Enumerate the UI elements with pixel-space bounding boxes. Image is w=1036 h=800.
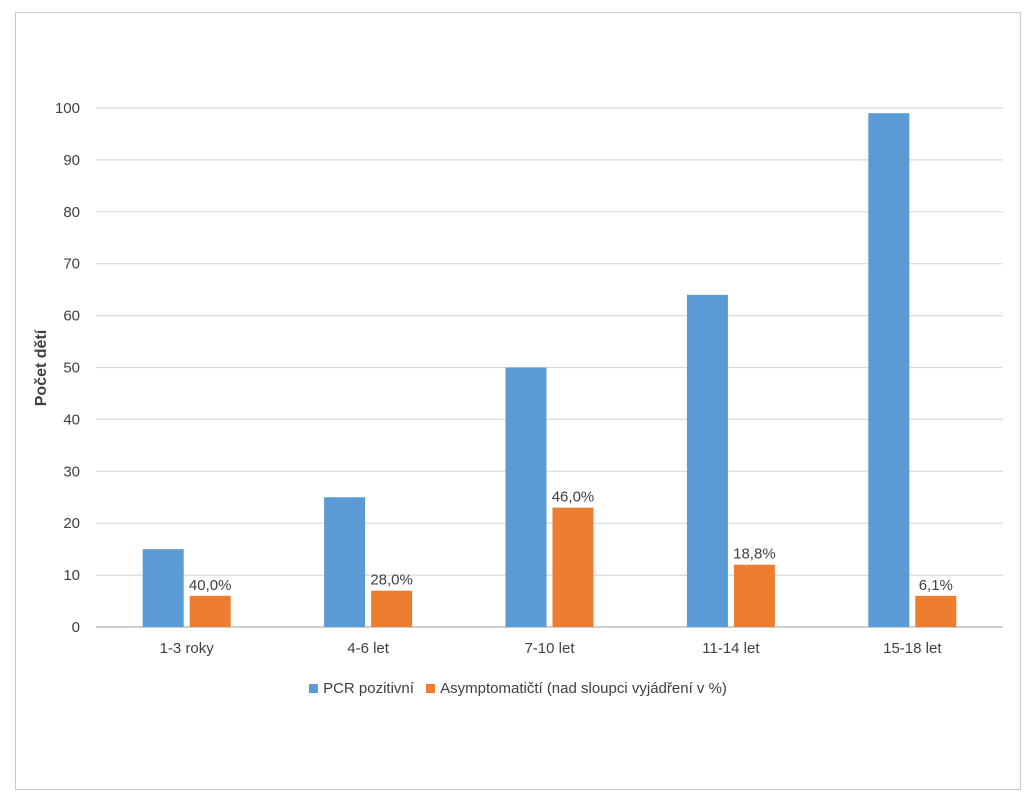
bar-asymptomatic <box>733 564 775 627</box>
x-tick-labels: 1-3 roky 4-6 let 7-10 let 11-14 let 15-18 le… <box>160 640 943 657</box>
data-label: 28,0% <box>370 572 413 589</box>
legend-label-pcr: PCR pozitivní <box>323 680 414 697</box>
y-tick-label: 90 <box>63 152 80 169</box>
data-labels: 40,0% 28,0% 46,0% 18,8% 6,1% <box>189 489 953 594</box>
bar-pcr <box>686 294 728 627</box>
legend-swatch-pcr <box>309 684 319 693</box>
data-label: 6,1% <box>919 577 953 594</box>
gridlines <box>96 107 1003 628</box>
legend-item-pcr: PCR pozitivní <box>309 680 414 697</box>
bar-asymptomatic <box>371 590 413 627</box>
legend: PCR pozitivní Asymptomatičtí (nad sloupc… <box>0 680 1036 697</box>
y-tick-label: 40 <box>63 411 80 428</box>
y-tick-label: 70 <box>63 256 80 273</box>
y-tick-label: 30 <box>63 463 80 480</box>
legend-swatch-asymptomatic <box>426 684 436 693</box>
y-tick-label: 100 <box>55 100 80 117</box>
y-tick-label: 0 <box>72 619 80 636</box>
legend-item-asymptomatic: Asymptomatičtí (nad sloupci vyjádření v … <box>426 680 727 697</box>
bar-asymptomatic <box>189 595 231 627</box>
data-label: 46,0% <box>552 489 595 506</box>
y-axis-label: Počet dětí <box>33 329 50 406</box>
bar-asymptomatic <box>915 595 957 627</box>
x-tick-label: 15-18 let <box>883 640 942 657</box>
bar-pcr <box>324 497 366 627</box>
y-tick-labels: 0 10 20 30 40 50 60 70 80 90 100 <box>55 100 80 636</box>
bar-pcr <box>868 113 910 627</box>
y-tick-label: 10 <box>63 567 80 584</box>
x-tick-label: 11-14 let <box>702 640 760 657</box>
y-tick-label: 60 <box>63 308 80 325</box>
y-tick-label: 50 <box>63 360 80 377</box>
bar-asymptomatic <box>552 507 594 627</box>
y-tick-label: 80 <box>63 204 80 221</box>
x-tick-label: 1-3 roky <box>160 640 215 657</box>
bars <box>142 113 957 627</box>
data-label: 40,0% <box>189 577 232 594</box>
bar-pcr <box>505 367 547 627</box>
x-tick-label: 4-6 let <box>347 640 390 657</box>
bar-pcr <box>142 549 184 627</box>
x-tick-label: 7-10 let <box>524 640 575 657</box>
legend-label-asymptomatic: Asymptomatičtí (nad sloupci vyjádření v … <box>440 680 727 697</box>
data-label: 18,8% <box>733 546 776 563</box>
y-tick-label: 20 <box>63 515 80 532</box>
